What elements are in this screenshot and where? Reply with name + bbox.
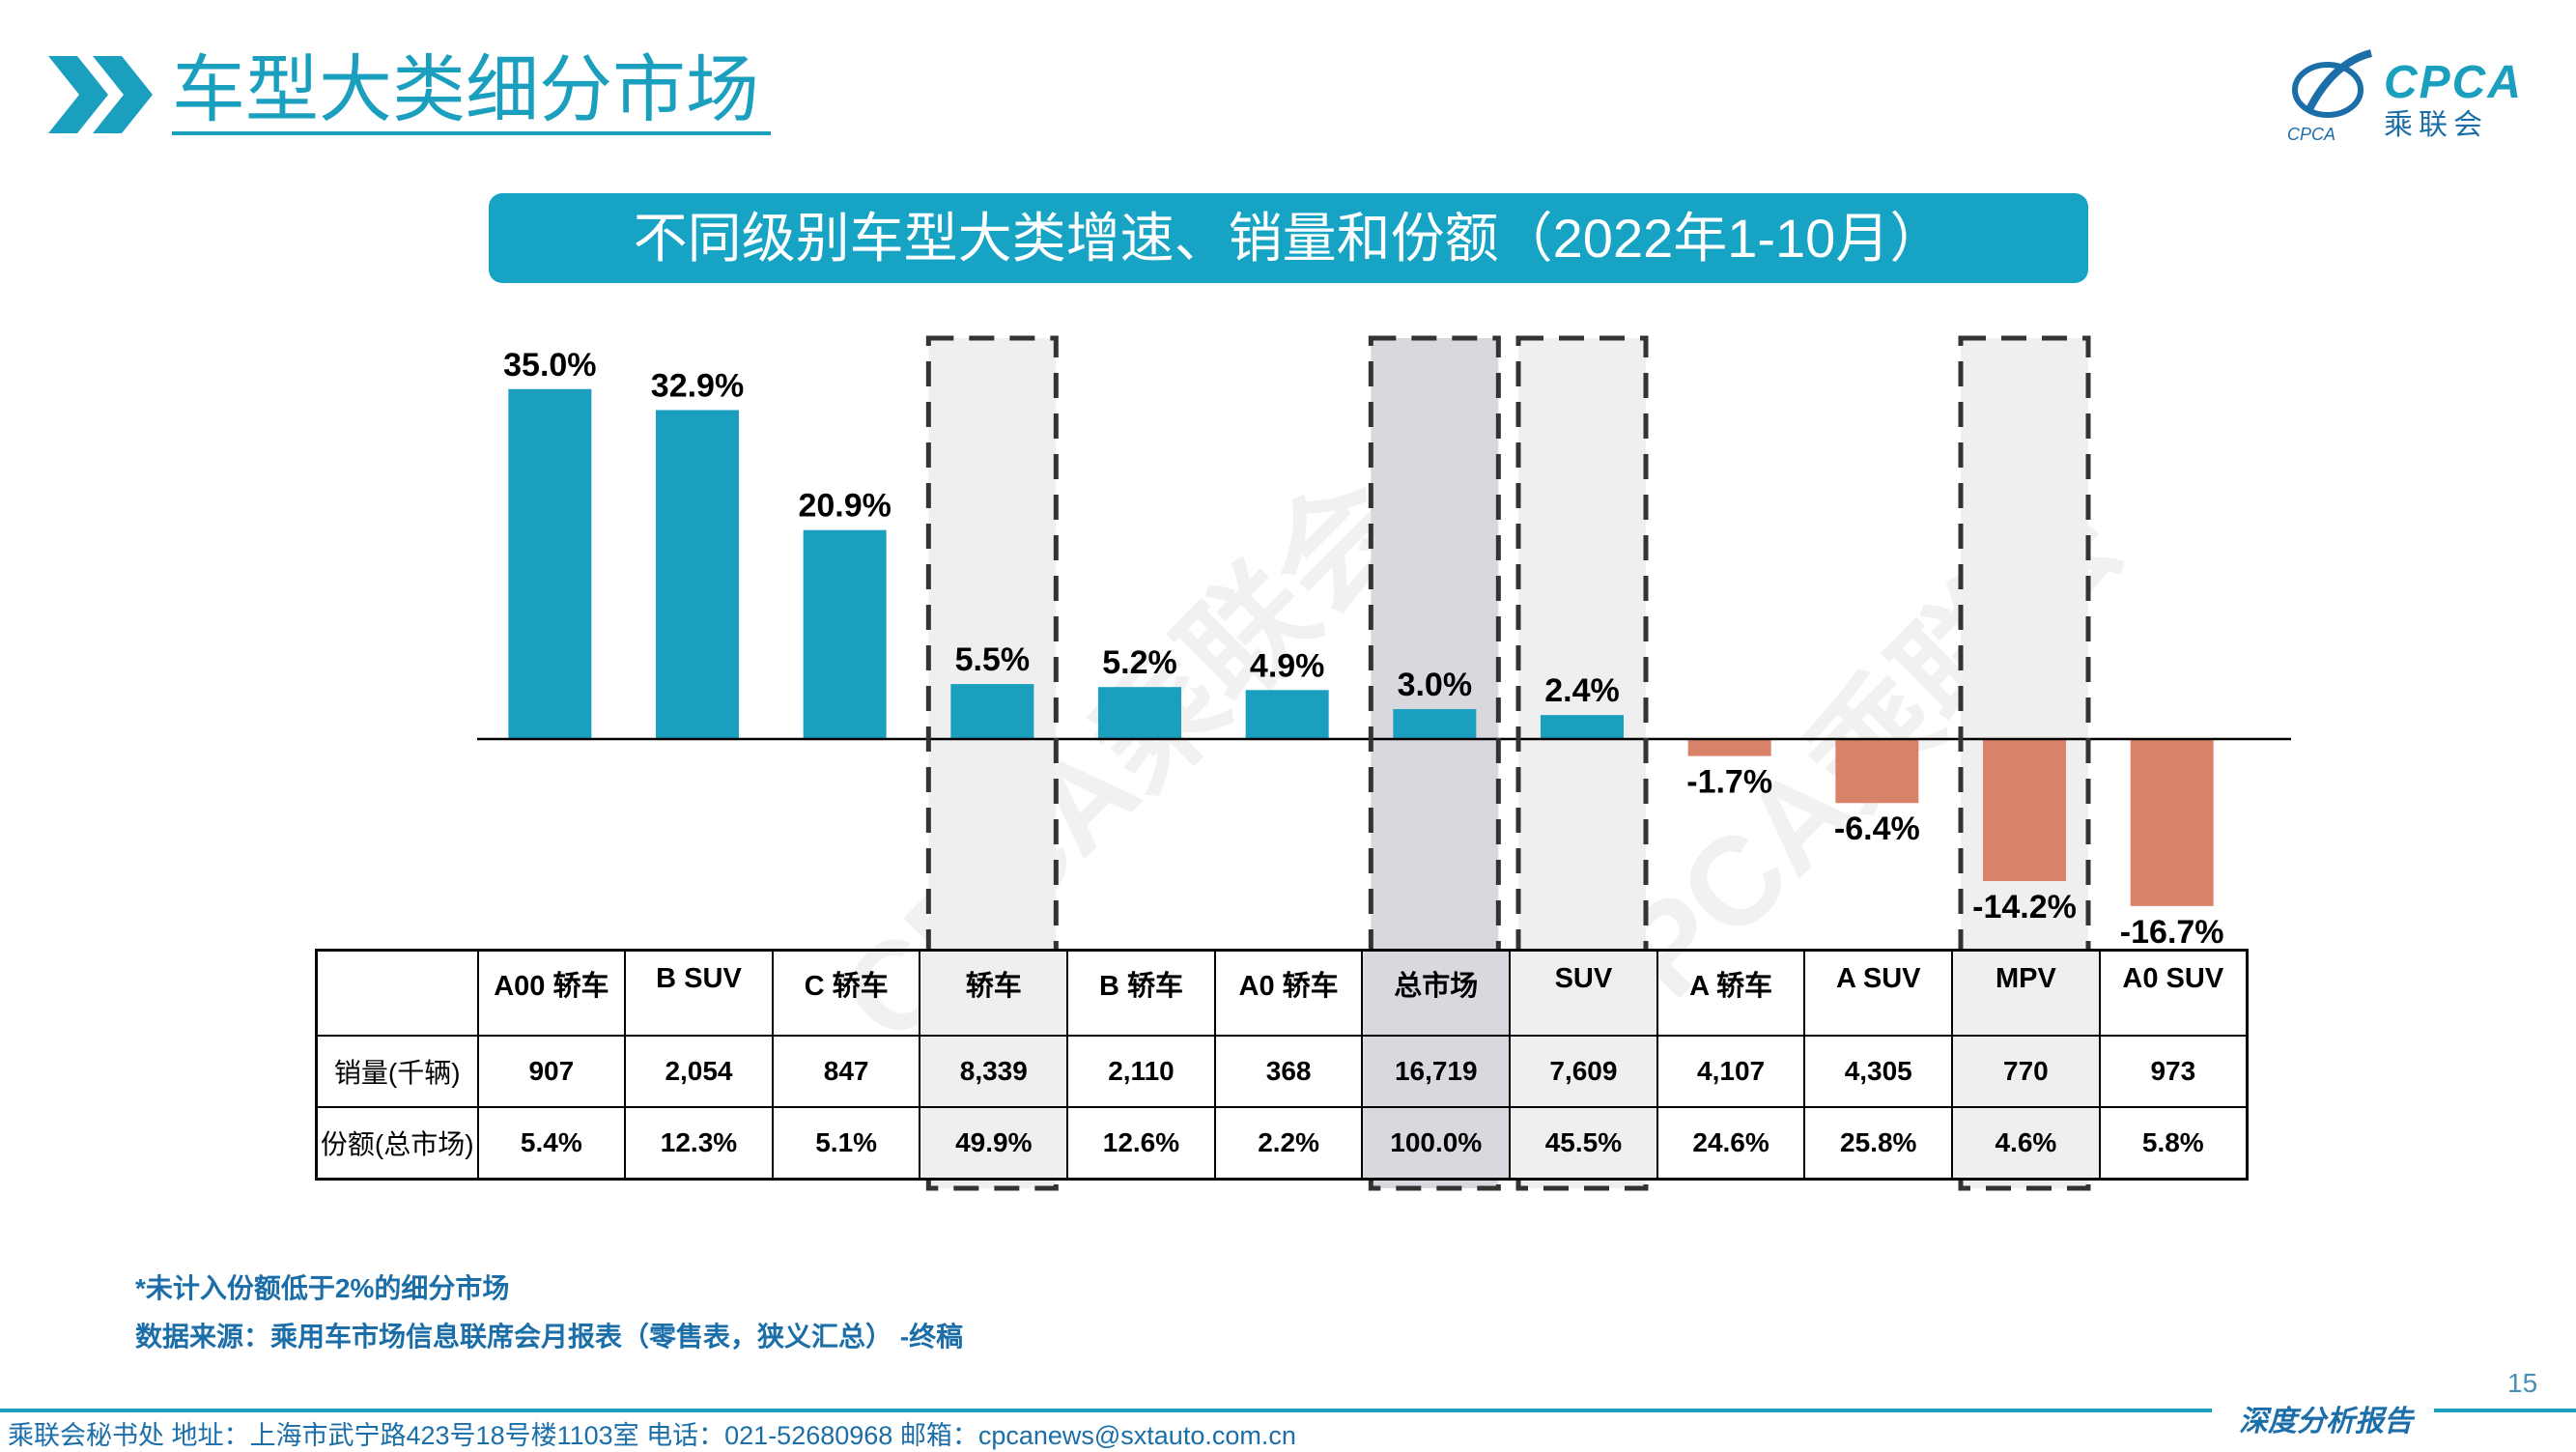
table-header-cell: B SUV <box>624 949 774 1037</box>
table-cell: 368 <box>1213 1035 1364 1108</box>
table-cell: 25.8% <box>1803 1106 1954 1181</box>
table-cell: 2,054 <box>624 1035 774 1108</box>
table-cell: 907 <box>476 1035 627 1108</box>
page-title: 车型大类细分市场 <box>172 49 759 131</box>
table-row-share: 份额(总市场) 5.4% 12.3% 5.1% 49.9% 12.6% 2.2% 100.0%… <box>315 1106 2249 1181</box>
bar-label-5: 4.9% <box>1250 647 1325 684</box>
highlight-frame-3 <box>925 335 1059 1191</box>
bar-10 <box>1983 739 2066 881</box>
bar-label-10: -14.2% <box>1972 889 2077 925</box>
table-header-cell: SUV <box>1509 949 1658 1037</box>
table-cell: 2.2% <box>1213 1106 1364 1181</box>
bar-label-8: -1.7% <box>1686 764 1772 801</box>
bar-3 <box>950 684 1034 739</box>
chart-title-banner <box>489 193 2088 283</box>
chevron-arrows-icon <box>48 56 153 133</box>
table-cell: 7,609 <box>1509 1035 1658 1108</box>
table-corner-cell <box>315 949 479 1037</box>
bar-11 <box>2130 739 2214 906</box>
footer-contact: 乘联会秘书处 地址：上海市武宁路423号18号楼1103室 电话：021-526… <box>8 1421 1296 1450</box>
table-cell: 847 <box>771 1035 921 1108</box>
table-row-label: 销量(千辆) <box>315 1035 479 1108</box>
footer-divider-right <box>2434 1409 2576 1412</box>
highlight-frame-7 <box>1515 335 1649 1191</box>
logo-small-text: CPCA <box>2287 125 2335 144</box>
title-underline <box>172 131 771 135</box>
bar-8 <box>1687 739 1771 756</box>
highlight-frame-10 <box>1958 335 2091 1191</box>
table-cell: 49.9% <box>919 1106 1069 1181</box>
table-cell: 5.4% <box>476 1106 627 1181</box>
table-header-cell: A0 SUV <box>2098 949 2249 1037</box>
bar-6 <box>1393 708 1477 739</box>
bar-label-4: 5.2% <box>1102 644 1177 681</box>
bar-label-2: 20.9% <box>798 488 891 525</box>
data-table: A00 轿车 B SUV C 轿车 轿车 B 轿车 A0 轿车 总市场 SUV A 轿车 A SU… <box>315 949 2249 1181</box>
bar-label-6: 3.0% <box>1398 667 1473 703</box>
bar-1 <box>656 410 739 739</box>
chart-title: 不同级别车型大类增速、销量和份额（2022年1-10月） <box>633 208 1944 269</box>
table-header-cell: 轿车 <box>919 949 1069 1037</box>
bar-0 <box>508 388 592 739</box>
table-cell: 2,110 <box>1066 1035 1216 1108</box>
bar-2 <box>803 529 887 739</box>
logo-subtitle: 乘联会 <box>2384 109 2488 141</box>
table-row-label: 份额(总市场) <box>315 1106 479 1181</box>
bar-label-1: 32.9% <box>651 367 744 404</box>
bar-label-7: 2.4% <box>1544 672 1620 709</box>
bar-7 <box>1541 715 1624 739</box>
table-header-cell: A SUV <box>1803 949 1954 1037</box>
footer-report-label: 深度分析报告 <box>2239 1405 2413 1438</box>
table-header-cell: 总市场 <box>1361 949 1512 1037</box>
table-cell: 5.8% <box>2098 1106 2249 1181</box>
footnote: *未计入份额低于2%的细分市场 <box>135 1273 510 1303</box>
table-header-cell: MPV <box>1951 949 2101 1037</box>
highlight-frame-6 <box>1368 335 1501 1191</box>
bar-label-9: -6.4% <box>1834 811 1920 847</box>
bar-label-11: -16.7% <box>2120 914 2224 951</box>
data-source: 数据来源：乘用车市场信息联席会月报表（零售表，狭义汇总） -终稿 <box>135 1322 964 1352</box>
table-cell: 4,305 <box>1803 1035 1954 1108</box>
table-cell: 973 <box>2098 1035 2249 1108</box>
table-cell: 4.6% <box>1951 1106 2101 1181</box>
table-cell: 5.1% <box>771 1106 921 1181</box>
table-cell: 4,107 <box>1656 1035 1806 1108</box>
table-cell: 16,719 <box>1361 1035 1512 1108</box>
page-number: 15 <box>2507 1368 2538 1398</box>
table-row-sales: 销量(千辆) 907 2,054 847 8,339 2,110 368 16,719 7,60… <box>315 1035 2249 1108</box>
table-cell: 24.6% <box>1656 1106 1806 1181</box>
table-header-cell: B 轿车 <box>1066 949 1216 1037</box>
bar-4 <box>1098 687 1181 739</box>
table-cell: 770 <box>1951 1035 2101 1108</box>
bar-label-3: 5.5% <box>955 641 1031 678</box>
table-cell: 100.0% <box>1361 1106 1512 1181</box>
table-header-cell: A 轿车 <box>1656 949 1806 1037</box>
bar-label-0: 35.0% <box>503 347 596 384</box>
bar-5 <box>1245 690 1329 739</box>
table-header-row: A00 轿车 B SUV C 轿车 轿车 B 轿车 A0 轿车 总市场 SUV A 轿车 A SU… <box>315 949 2249 1037</box>
table-cell: 45.5% <box>1509 1106 1658 1181</box>
table-cell: 12.3% <box>624 1106 774 1181</box>
footer-divider <box>0 1409 2212 1412</box>
table-header-cell: C 轿车 <box>771 949 921 1037</box>
table-cell: 8,339 <box>919 1035 1069 1108</box>
table-cell: 12.6% <box>1066 1106 1216 1181</box>
table-header-cell: A00 轿车 <box>476 949 627 1037</box>
bar-9 <box>1835 739 1919 804</box>
cpca-logo: CPCA <box>2287 49 2373 144</box>
logo-text: CPCA <box>2384 57 2524 108</box>
table-header-cell: A0 轿车 <box>1213 949 1364 1037</box>
